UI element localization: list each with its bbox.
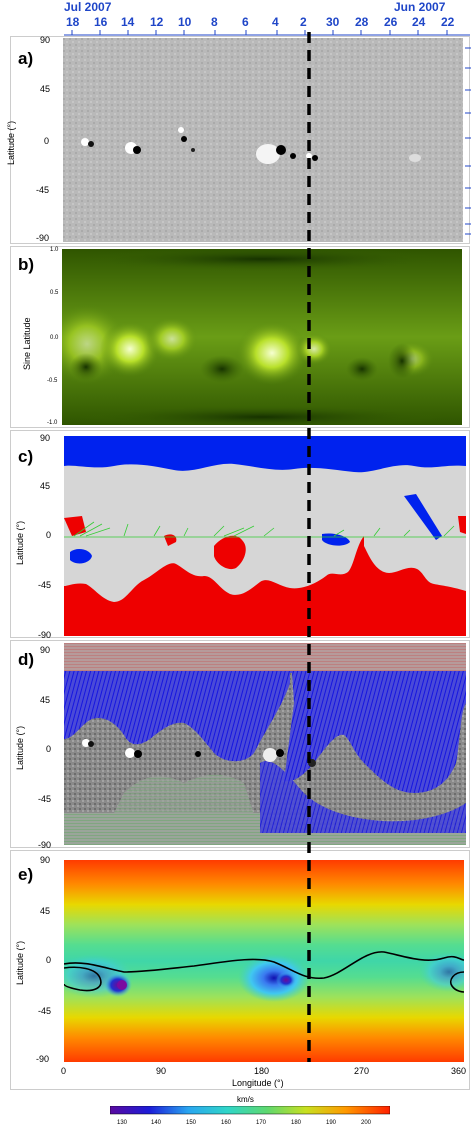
panel-c-label: c) <box>18 447 34 466</box>
panel-b-euv-map <box>62 249 462 425</box>
panel-e-ytick: -90 <box>36 1054 50 1064</box>
panel-e-xtick: 270 <box>354 1066 370 1076</box>
panel-c-coronal-hole-map <box>64 436 466 636</box>
panel-d-ytick: -45 <box>38 794 52 804</box>
panel-e-xtick: 180 <box>254 1066 270 1076</box>
top-axis-tick: 28 <box>355 15 369 29</box>
panel-b-ytick: 0.5 <box>50 290 59 296</box>
open-fieldlines-south <box>260 760 466 833</box>
neutral-line-fieldlines <box>64 521 466 538</box>
colorbar-tick: 180 <box>291 1120 302 1126</box>
colorbar-tick: 200 <box>361 1120 372 1126</box>
panel-e-xlabel: Longitude (°) <box>232 1078 284 1088</box>
top-axis-tick: 26 <box>384 15 398 29</box>
panel-a-ytick: -90 <box>36 233 50 243</box>
panel-a-ytick: 90 <box>40 35 51 45</box>
panel-d-ytick: -90 <box>38 840 52 850</box>
top-axis-tick: 14 <box>121 15 135 29</box>
top-axis-tick: 30 <box>326 15 340 29</box>
panel-d-ytick: 90 <box>40 645 51 655</box>
colorbar-tick: 150 <box>186 1120 197 1126</box>
panel-e-label: e) <box>18 865 34 884</box>
panel-a-ytick: 0 <box>44 136 50 146</box>
panel-d-label: d) <box>18 650 35 669</box>
colorbar-tick: 130 <box>117 1120 128 1126</box>
north-polar-hole <box>64 436 466 473</box>
top-axis-tick: 4 <box>272 15 279 29</box>
colorbar-tick: 170 <box>256 1120 267 1126</box>
top-axis-line <box>64 30 470 36</box>
active-regions <box>82 739 316 767</box>
panel-d-ytick: 0 <box>46 744 52 754</box>
top-axis-tick: 6 <box>242 15 249 29</box>
panel-a-ytick: -45 <box>36 185 50 195</box>
top-axis-tick: 22 <box>441 15 455 29</box>
panel-a-label: a) <box>18 49 34 68</box>
panel-c-ytick: -90 <box>38 630 52 640</box>
colorbar-gradient <box>110 1106 390 1115</box>
panel-e-ytick: 45 <box>40 906 51 916</box>
panel-e-ytick: 0 <box>46 955 52 965</box>
reference-dashed-line <box>307 32 311 1062</box>
equatorial-blue-patch-2 <box>322 533 350 546</box>
panel-b-label: b) <box>18 255 35 274</box>
neutral-line-contour <box>64 951 464 993</box>
top-axis-tick: 18 <box>66 15 80 29</box>
panel-d-ytick: 45 <box>40 695 51 705</box>
panel-e-ytick: 90 <box>40 855 51 865</box>
panel-e-wind-speed-map <box>64 860 464 1062</box>
south-hole-tongue <box>214 535 246 570</box>
colorbar-tick: 160 <box>221 1120 232 1126</box>
panel-b-ytick: 1.0 <box>50 247 59 253</box>
panel-b-ytick: -0.5 <box>47 378 58 384</box>
panel-c-ytick: -45 <box>38 580 52 590</box>
colorbar-unit: km/s <box>237 1095 254 1104</box>
panel-b-ytick: 0.0 <box>50 335 59 341</box>
panel-e-ytick: -45 <box>38 1006 52 1016</box>
active-region-spots <box>81 127 421 164</box>
panel-c-ytick: 0 <box>46 530 52 540</box>
panel-c-ytick: 90 <box>40 433 51 443</box>
panel-a-magnetogram <box>63 38 463 242</box>
top-axis-right-title: Jun 2007 <box>394 0 446 14</box>
equatorial-blue-patch <box>70 549 92 564</box>
north-hole-extension <box>404 494 442 540</box>
panel-a-ytick: 45 <box>40 84 51 94</box>
panel-e-xtick: 90 <box>156 1066 167 1076</box>
panel-b-ytick: -1.0 <box>47 420 58 426</box>
top-axis-tick: 10 <box>178 15 192 29</box>
panel-a-right-ticks <box>465 47 471 235</box>
open-fieldlines-north <box>64 671 466 793</box>
top-axis-tick: 2 <box>300 15 307 29</box>
top-axis-tick: 16 <box>94 15 108 29</box>
top-axis-tick: 12 <box>150 15 164 29</box>
colorbar-tick: 140 <box>151 1120 162 1126</box>
colorbar-tick: 190 <box>326 1120 337 1126</box>
panel-e-xtick: 360 <box>451 1066 467 1076</box>
south-polar-hole <box>64 536 466 636</box>
panel-c-ytick: 45 <box>40 481 51 491</box>
top-axis-tick: 8 <box>211 15 218 29</box>
top-axis-tick: 24 <box>412 15 426 29</box>
panel-d-fieldline-map <box>64 643 466 845</box>
panel-e-xtick: 0 <box>61 1066 67 1076</box>
top-axis-left-title: Jul 2007 <box>64 0 112 14</box>
